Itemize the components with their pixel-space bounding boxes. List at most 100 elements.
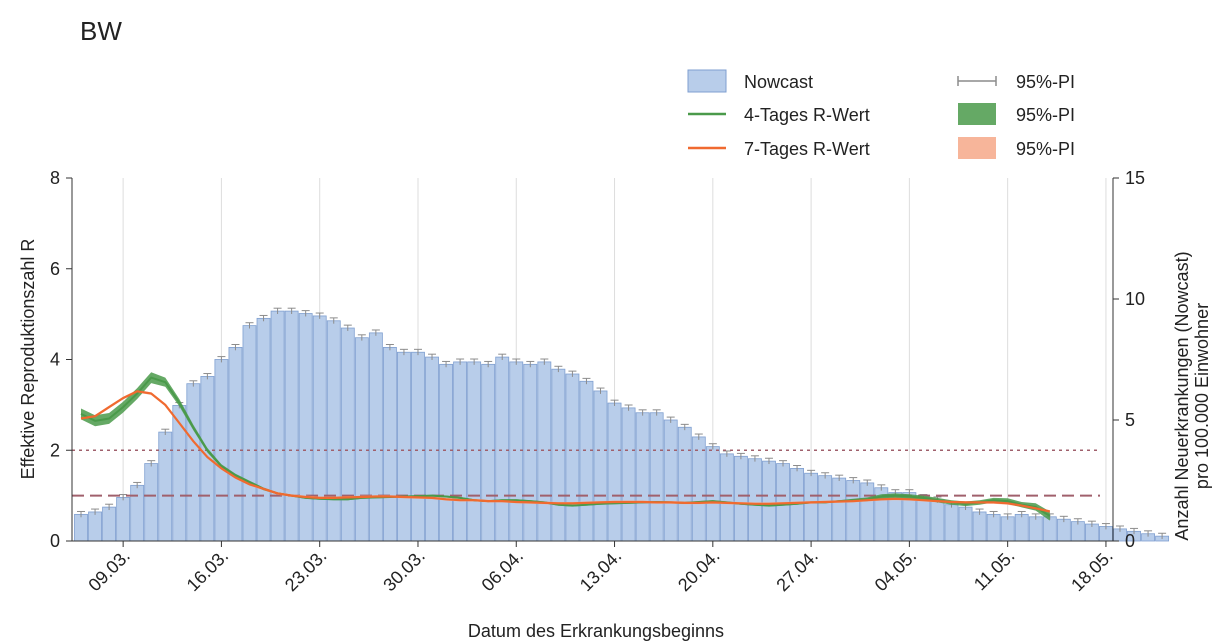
- nowcast-bar: [411, 351, 425, 542]
- nowcast-bar: [621, 407, 636, 542]
- x-tick-label-10: 18.05.: [1067, 546, 1117, 596]
- nowcast-bar: [705, 446, 720, 542]
- nowcast-bar: [256, 317, 271, 542]
- y-right-tick-label-2: 10: [1125, 289, 1145, 309]
- nowcast-bar: [944, 504, 959, 542]
- x-tick-label-7: 27.04.: [772, 546, 822, 596]
- nowcast-bar: [607, 402, 622, 542]
- nowcast-bar: [832, 477, 847, 542]
- nowcast-bar: [565, 373, 580, 542]
- nowcast-bar: [1028, 516, 1043, 542]
- nowcast-bar: [1014, 513, 1029, 542]
- nowcast-bar: [382, 346, 397, 542]
- nowcast-bar: [186, 383, 201, 542]
- nowcast-bar: [439, 363, 453, 542]
- nowcast-bar: [326, 320, 341, 542]
- nowcast-bar: [846, 480, 861, 542]
- r7-line: [80, 390, 1051, 513]
- nowcast-bar: [804, 472, 819, 542]
- nowcast-bar: [972, 511, 987, 542]
- nowcast-bar: [481, 363, 496, 542]
- nowcast-errorbars: [77, 307, 1167, 540]
- y-right-tick-label-0: 0: [1125, 531, 1135, 551]
- nowcast-bar: [130, 484, 145, 542]
- y-left-tick-label-3: 6: [50, 259, 60, 279]
- nowcast-bar: [986, 513, 1001, 542]
- chart-legend: Nowcast 95%-PI 4-Tages R-Wert 95%-PI 7-T…: [687, 69, 1075, 159]
- x-tick-label-5: 13.04.: [576, 546, 626, 596]
- legend-label-nowcast: Nowcast: [744, 72, 813, 92]
- y-right-tick-label-3: 15: [1125, 168, 1145, 188]
- y-axis-left-label: Effektive Reproduktionszahl R: [18, 239, 38, 480]
- nowcast-bar: [930, 499, 945, 542]
- x-tick-label-0: 09.03.: [84, 546, 134, 596]
- nowcast-bar: [453, 361, 468, 542]
- nowcast-bar: [818, 475, 833, 542]
- legend-label-r7: 7-Tages R-Wert: [744, 139, 870, 159]
- y-left-tick-label-1: 2: [50, 440, 60, 460]
- legend-swatch-r4-pi: [958, 103, 996, 125]
- nowcast-bar: [467, 361, 482, 542]
- reference-lines: [72, 449, 1100, 497]
- nowcast-bar: [691, 436, 706, 542]
- x-tick-label-1: 16.03.: [183, 546, 233, 596]
- nowcast-bar: [354, 337, 369, 542]
- nowcast-bar: [958, 506, 973, 542]
- r4-line: [80, 376, 1051, 517]
- nowcast-bar: [74, 513, 88, 542]
- nowcast-bars: [74, 310, 1170, 542]
- nowcast-bar: [509, 361, 524, 542]
- chart-title: BW: [80, 16, 122, 46]
- x-tick-label-8: 04.05.: [871, 546, 921, 596]
- legend-label-r7-pi: 95%-PI: [1016, 139, 1075, 159]
- nowcast-bar: [860, 482, 875, 542]
- nowcast-bar: [733, 455, 748, 542]
- nowcast-bar: [397, 351, 411, 542]
- nowcast-bar: [748, 458, 762, 542]
- legend-label-r4-pi: 95%-PI: [1016, 105, 1075, 125]
- nowcast-bar: [298, 313, 313, 542]
- legend-label-r4: 4-Tages R-Wert: [744, 105, 870, 125]
- nowcast-bar: [1000, 516, 1015, 542]
- nowcast-bar: [116, 497, 131, 542]
- nowcast-bar: [677, 426, 692, 542]
- x-tick-label-3: 30.03.: [379, 546, 429, 596]
- legend-label-nowcast-pi: 95%-PI: [1016, 72, 1075, 92]
- legend-swatch-nowcast: [687, 69, 727, 93]
- x-tick-label-2: 23.03.: [281, 546, 331, 596]
- nowcast-bar: [270, 310, 285, 542]
- x-tick-label-9: 11.05.: [970, 546, 1019, 595]
- nowcast-bar: [593, 390, 608, 542]
- nowcast-bar: [719, 453, 734, 542]
- nowcast-bar: [172, 405, 187, 542]
- nowcast-bar: [663, 419, 678, 542]
- nowcast-bar: [551, 368, 566, 542]
- nowcast-bar: [88, 511, 102, 542]
- y-axis-right-label-line1: Anzahl Neuerkrankungen (Nowcast): [1172, 251, 1192, 540]
- nowcast-bar: [284, 310, 299, 542]
- nowcast-bar: [495, 356, 510, 542]
- nowcast-bar: [579, 380, 594, 542]
- nowcast-bar: [312, 315, 327, 542]
- x-tick-label-4: 06.04.: [478, 546, 528, 596]
- nowcast-bar: [200, 376, 215, 542]
- y-axis-right-label-line2: pro 100.000 Einwohner: [1192, 303, 1212, 489]
- nowcast-bar: [368, 332, 383, 542]
- nowcast-bar: [537, 361, 552, 542]
- r-value-lines: [80, 376, 1051, 517]
- x-tick-label-6: 20.04.: [674, 546, 724, 596]
- nowcast-bar: [523, 363, 538, 542]
- nowcast-bar: [340, 327, 355, 542]
- nowcast-bar: [916, 497, 931, 542]
- nowcast-bar: [144, 463, 159, 542]
- y-right-tick-label-1: 5: [1125, 410, 1135, 430]
- nowcast-bar: [649, 412, 664, 542]
- y-left-tick-label-4: 8: [50, 168, 60, 188]
- x-axis-label: Datum des Erkrankungsbeginns: [468, 621, 724, 641]
- nowcast-bar: [228, 346, 243, 542]
- y-left-tick-label-2: 4: [50, 350, 60, 370]
- nowcast-bar: [1056, 518, 1071, 542]
- nowcast-bar: [635, 412, 650, 542]
- nowcast-bar: [158, 431, 173, 542]
